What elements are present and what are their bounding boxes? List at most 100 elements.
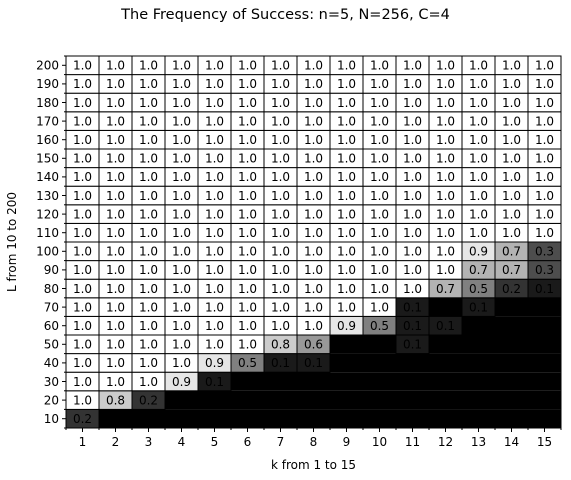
- cell-value-label: 1.0: [139, 300, 158, 314]
- cell-value-label: 1.0: [535, 77, 554, 91]
- cell-value-label: 1.0: [370, 263, 389, 277]
- x-tick-label: 6: [244, 435, 252, 449]
- cell-value-label: 1.0: [73, 226, 92, 240]
- cell-value-label: 1.0: [370, 77, 389, 91]
- heatmap-cell: [396, 372, 429, 391]
- heatmap-cell: [429, 297, 462, 317]
- y-tick-label: 60: [44, 319, 59, 333]
- cell-value-label: 1.0: [337, 152, 356, 166]
- heatmap-cell: [330, 372, 363, 391]
- heatmap-cell: [495, 353, 528, 373]
- cell-value-label: 1.0: [304, 263, 323, 277]
- cell-value-label: 1.0: [205, 170, 224, 184]
- x-tick-label: 9: [343, 435, 351, 449]
- cell-value-label: 1.0: [139, 96, 158, 110]
- cell-value-label: 1.0: [172, 170, 191, 184]
- cell-value-label: 1.0: [502, 114, 521, 128]
- cell-value-label: 1.0: [304, 114, 323, 128]
- cell-value-label: 1.0: [337, 189, 356, 203]
- cell-value-label: 1.0: [337, 96, 356, 110]
- cell-value-label: 1.0: [139, 189, 158, 203]
- cell-value-label: 1.0: [205, 282, 224, 296]
- cell-value-label: 1.0: [106, 96, 125, 110]
- cell-value-label: 1.0: [73, 96, 92, 110]
- cell-value-label: 1.0: [535, 189, 554, 203]
- cell-value-label: 0.8: [106, 393, 125, 407]
- x-axis: 1 2 3 4 5 6 7 8 9 10 11 12 13 14 15: [65, 428, 562, 449]
- cell-value-label: 1.0: [139, 245, 158, 259]
- cell-value-label: 1.0: [502, 226, 521, 240]
- cell-value-label: 1.0: [403, 96, 422, 110]
- heatmap-cell: [396, 390, 429, 410]
- cell-value-label: 1.0: [238, 114, 257, 128]
- cell-value-label: 1.0: [172, 245, 191, 259]
- chart-title: The Frequency of Success: n=5, N=256, C=…: [121, 7, 450, 23]
- heatmap-cell: [99, 409, 132, 428]
- heatmap-cell: [495, 372, 528, 391]
- cell-value-label: 1.0: [73, 207, 92, 221]
- cell-value-label: 0.9: [205, 356, 224, 370]
- cell-value-label: 1.0: [271, 152, 290, 166]
- heatmap-cell: [462, 353, 495, 373]
- cell-value-label: 1.0: [139, 114, 158, 128]
- cell-value-label: 1.0: [436, 152, 455, 166]
- cell-value-label: 1.0: [535, 226, 554, 240]
- cell-value-label: 1.0: [535, 207, 554, 221]
- cell-value-label: 1.0: [139, 77, 158, 91]
- heatmap-cell-labels: 0.2 1.0 0.8 0.2 1.0 1.0 1.0 0.9 0.1 1.0 1.0 1.0 1.0 0…: [73, 59, 554, 426]
- heatmap-cell: [429, 390, 462, 410]
- heatmap-cell: [330, 353, 363, 373]
- cell-value-label: 1.0: [502, 170, 521, 184]
- cell-value-label: 1.0: [73, 245, 92, 259]
- cell-value-label: 1.0: [502, 189, 521, 203]
- x-axis-label: k from 1 to 15: [271, 458, 356, 472]
- cell-value-label: 1.0: [106, 338, 125, 352]
- x-tick-label: 2: [112, 435, 120, 449]
- heatmap-cell: [495, 390, 528, 410]
- cell-value-label: 1.0: [304, 245, 323, 259]
- cell-value-label: 1.0: [172, 319, 191, 333]
- cell-value-label: 1.0: [337, 300, 356, 314]
- cell-value-label: 1.0: [73, 114, 92, 128]
- cell-value-label: 1.0: [304, 207, 323, 221]
- cell-value-label: 0.1: [271, 356, 290, 370]
- cell-value-label: 0.5: [370, 319, 389, 333]
- cell-value-label: 1.0: [304, 226, 323, 240]
- cell-value-label: 1.0: [106, 114, 125, 128]
- cell-value-label: 1.0: [502, 77, 521, 91]
- cell-value-label: 1.0: [205, 152, 224, 166]
- cell-value-label: 1.0: [106, 189, 125, 203]
- cell-value-label: 1.0: [403, 263, 422, 277]
- cell-value-label: 1.0: [469, 170, 488, 184]
- cell-value-label: 1.0: [172, 282, 191, 296]
- cell-value-label: 1.0: [172, 226, 191, 240]
- cell-value-label: 1.0: [205, 59, 224, 73]
- cell-value-label: 1.0: [205, 226, 224, 240]
- heatmap-cell: [264, 390, 297, 410]
- cell-value-label: 1.0: [535, 152, 554, 166]
- cell-value-label: 1.0: [370, 152, 389, 166]
- cell-value-label: 1.0: [106, 245, 125, 259]
- y-tick-label: 30: [44, 375, 59, 389]
- heatmap-cell: [363, 353, 396, 373]
- y-tick-label: 170: [36, 114, 59, 128]
- heatmap-cell: [330, 335, 363, 354]
- cell-value-label: 0.1: [403, 319, 422, 333]
- cell-value-label: 1.0: [304, 152, 323, 166]
- cell-value-label: 1.0: [106, 282, 125, 296]
- y-tick-label: 100: [36, 245, 59, 259]
- cell-value-label: 1.0: [271, 170, 290, 184]
- x-tick-label: 12: [438, 435, 453, 449]
- cell-value-label: 1.0: [403, 114, 422, 128]
- cell-value-label: 1.0: [370, 245, 389, 259]
- y-tick-label: 110: [36, 226, 59, 240]
- heatmap-cell: [363, 390, 396, 410]
- cell-value-label: 1.0: [106, 170, 125, 184]
- cell-value-label: 1.0: [370, 189, 389, 203]
- heatmap-cell: [462, 409, 495, 428]
- y-tick-label: 90: [44, 263, 59, 277]
- cell-value-label: 1.0: [502, 133, 521, 147]
- cell-value-label: 1.0: [205, 133, 224, 147]
- cell-value-label: 1.0: [139, 170, 158, 184]
- cell-value-label: 1.0: [238, 77, 257, 91]
